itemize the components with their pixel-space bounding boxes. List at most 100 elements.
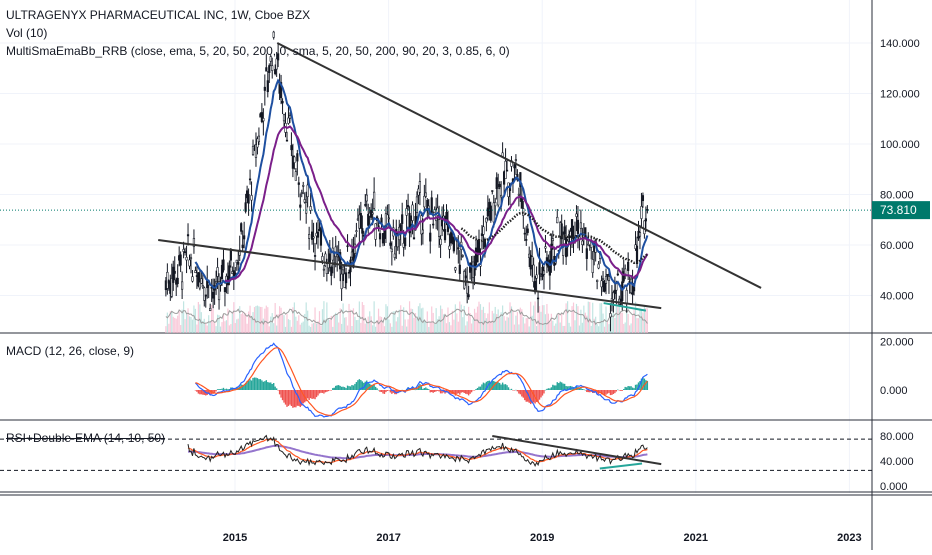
rsi-ema-slow-line: [188, 444, 648, 460]
volume-bar: [218, 315, 220, 333]
macd-histogram-bar: [252, 377, 254, 390]
candle-body: [248, 178, 252, 181]
macd-histogram-bar: [516, 390, 519, 392]
candle-body: [591, 259, 594, 273]
volume-bar: [584, 312, 586, 333]
volume-bar: [228, 325, 230, 333]
candle-body: [277, 53, 280, 61]
volume-bar: [320, 325, 322, 333]
volume-bar: [580, 309, 582, 333]
candle-body: [173, 270, 176, 274]
macd-histogram-bar: [227, 389, 229, 390]
candle-body: [353, 243, 357, 254]
macd-histogram-bar: [311, 390, 313, 399]
volume-bar: [239, 306, 241, 333]
candle-body: [500, 194, 503, 198]
macd-histogram-bar: [197, 390, 200, 394]
candle-body: [324, 253, 327, 267]
candle-body: [287, 117, 290, 124]
volume-bar: [589, 301, 591, 333]
macd-histogram-bar: [637, 382, 640, 390]
candle-body: [183, 251, 187, 254]
candle-body: [250, 195, 253, 201]
macd-histogram-bar: [246, 380, 248, 390]
candle-body: [641, 195, 645, 202]
volume-bar: [441, 308, 443, 333]
macd-histogram-bar: [625, 387, 628, 390]
macd-histogram-bar: [540, 390, 542, 398]
macd-histogram-bar: [642, 377, 644, 390]
candle-body: [548, 259, 551, 276]
volume-bar: [527, 317, 529, 333]
volume-bar: [561, 313, 563, 333]
volume-bar: [333, 315, 335, 333]
volume-bar: [586, 315, 588, 333]
volume-bar: [472, 319, 474, 333]
macd-histogram-bar: [337, 385, 340, 390]
macd-histogram-bar: [431, 390, 433, 393]
rsi-ema-line: [187, 438, 648, 464]
volume-bar: [504, 320, 507, 333]
macd-histogram-bar: [460, 390, 462, 393]
volume-bar: [298, 315, 300, 333]
candle-body: [520, 197, 523, 209]
candle-body: [513, 164, 516, 169]
candle-body: [609, 313, 612, 318]
candle-body: [544, 246, 547, 249]
volume-bar: [639, 308, 641, 333]
volume-bar: [422, 307, 424, 333]
volume-bar: [379, 316, 381, 333]
candle-body: [203, 287, 206, 301]
candle-body: [494, 202, 497, 207]
volume-bar: [375, 326, 377, 333]
macd-histogram-bar: [278, 390, 281, 395]
volume-bar: [590, 325, 592, 333]
volume-bar: [188, 316, 191, 333]
volume-bar: [208, 315, 210, 333]
candle-body: [514, 159, 518, 161]
macd-histogram-bar: [216, 389, 219, 390]
volume-bar: [209, 322, 211, 333]
volume-bar: [392, 311, 394, 333]
macd-histogram-bar: [360, 380, 362, 390]
volume-bar: [611, 314, 613, 333]
macd-histogram-bar: [324, 390, 327, 393]
volume-bar: [206, 325, 208, 333]
candle-body: [188, 259, 191, 267]
volume-bar: [196, 324, 198, 333]
macd-histogram-bar: [280, 390, 282, 398]
macd-histogram-bar: [241, 384, 244, 390]
macd-line: [194, 342, 648, 418]
volume-bar: [633, 310, 635, 333]
candle-body: [378, 233, 382, 240]
candle-body: [423, 195, 426, 208]
candle-body: [271, 65, 274, 71]
macd-histogram-bar: [453, 390, 455, 395]
candle-body: [644, 218, 647, 222]
candle-body: [256, 138, 259, 148]
candle-body: [189, 257, 193, 260]
resistance-trendline: [276, 42, 762, 289]
macd-histogram-bar: [374, 386, 377, 390]
macd-histogram-bar: [532, 390, 535, 403]
macd-histogram-bar: [370, 384, 372, 390]
volume-bar: [324, 319, 326, 333]
candle-body: [426, 199, 429, 212]
volume-bar: [403, 307, 405, 333]
volume-bar: [318, 311, 321, 333]
volume-bar: [640, 310, 643, 333]
volume-bar: [568, 322, 570, 333]
macd-histogram-bar: [323, 390, 325, 394]
volume-bar: [468, 306, 470, 333]
candle-body: [607, 276, 611, 281]
macd-tick-label: 0.000: [880, 385, 908, 397]
candle-body: [222, 259, 225, 271]
candle-body: [355, 230, 358, 232]
macd-histogram-bar: [272, 383, 275, 390]
macd-histogram-bar: [265, 380, 268, 390]
candle-body: [412, 237, 416, 240]
volume-bar: [569, 326, 572, 333]
candle-body: [575, 213, 578, 217]
